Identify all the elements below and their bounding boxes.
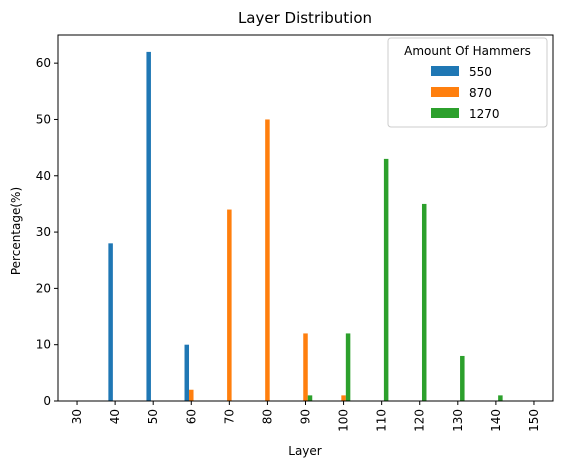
- bar-1270-100: [345, 333, 351, 401]
- legend-label-1270: 1270: [469, 107, 500, 121]
- bar-870-70: [227, 209, 232, 401]
- x-tick-label: 110: [375, 409, 389, 432]
- x-tick-label: 70: [222, 409, 236, 424]
- x-tick-label: 100: [337, 409, 351, 432]
- legend-swatch-550: [431, 66, 459, 76]
- x-tick-label: 60: [184, 409, 198, 424]
- legend-label-870: 870: [469, 86, 492, 100]
- x-tick-label: 120: [413, 409, 427, 432]
- y-tick-label: 20: [36, 281, 51, 295]
- x-tick-label: 80: [260, 409, 274, 424]
- y-tick-label: 10: [36, 338, 51, 352]
- bar-550-50: [146, 51, 151, 401]
- x-tick-label: 140: [489, 409, 503, 432]
- y-axis-label: Percentage(%): [9, 187, 23, 275]
- x-tick-label: 30: [70, 409, 84, 424]
- bar-1270-140: [498, 395, 503, 401]
- chart-title: Layer Distribution: [238, 9, 372, 27]
- y-axis-ticks: 0 10 20 30 40 50 60: [36, 56, 58, 408]
- x-tick-label: 50: [146, 409, 160, 424]
- bar-870-90: [303, 333, 308, 401]
- x-axis-label: Layer: [288, 444, 322, 458]
- legend-swatch-1270: [431, 108, 459, 118]
- plot-frame: [57, 34, 554, 402]
- legend: Amount Of Hammers 550 870 1270: [387, 37, 548, 128]
- bars-group: [108, 51, 503, 402]
- y-tick-label: 30: [36, 225, 51, 239]
- y-tick-label: 40: [36, 169, 51, 183]
- x-tick-label: 90: [299, 409, 313, 424]
- x-axis-ticks: 30 40 50 60 70 80 90 100 110 120 130 140 150: [70, 401, 541, 432]
- legend-frame: [387, 37, 548, 128]
- bar-1270-130: [460, 355, 465, 401]
- bar-550-40: [108, 243, 113, 401]
- y-tick-label: 50: [36, 112, 51, 126]
- legend-label-550: 550: [469, 65, 492, 79]
- bar-870-100: [341, 395, 346, 401]
- y-tick-label: 60: [36, 56, 51, 70]
- bar-550-60: [184, 344, 190, 401]
- bar-870-80: [265, 119, 270, 402]
- x-tick-label: 130: [451, 409, 465, 432]
- bar-1270-110: [383, 158, 389, 401]
- x-tick-label: 150: [527, 409, 541, 432]
- bar-1270-120: [421, 203, 427, 401]
- x-tick-label: 40: [108, 409, 122, 424]
- y-tick-label: 0: [43, 394, 51, 408]
- legend-swatch-870: [431, 87, 459, 97]
- bar-870-60: [189, 389, 194, 401]
- legend-title: Amount Of Hammers: [404, 44, 531, 58]
- bar-1270-90: [307, 395, 313, 401]
